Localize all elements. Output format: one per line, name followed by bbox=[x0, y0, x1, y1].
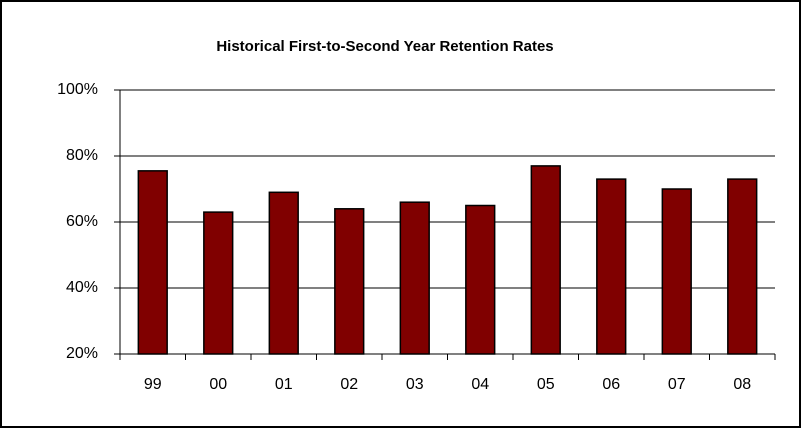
y-tick-label: 60% bbox=[66, 213, 98, 230]
bar bbox=[203, 211, 234, 355]
bar bbox=[137, 170, 168, 355]
bar bbox=[530, 165, 561, 355]
x-tick-label: 07 bbox=[668, 376, 686, 393]
x-tick-label: 08 bbox=[733, 376, 751, 393]
bar bbox=[465, 204, 496, 355]
y-tick-label: 100% bbox=[57, 81, 98, 98]
bar bbox=[399, 201, 430, 355]
bar bbox=[661, 188, 692, 355]
chart-title: Historical First-to-Second Year Retentio… bbox=[216, 38, 553, 55]
x-tick-label: 01 bbox=[275, 376, 293, 393]
y-tick-label: 20% bbox=[66, 345, 98, 362]
y-tick-label: 80% bbox=[66, 147, 98, 164]
bar bbox=[727, 178, 758, 355]
x-tick-label: 04 bbox=[471, 376, 489, 393]
x-tick-label: 03 bbox=[406, 376, 424, 393]
x-tick-label: 00 bbox=[209, 376, 227, 393]
x-tick-label: 06 bbox=[602, 376, 620, 393]
x-tick-label: 05 bbox=[537, 376, 555, 393]
x-tick-label: 99 bbox=[144, 376, 162, 393]
y-tick-label: 40% bbox=[66, 279, 98, 296]
bar bbox=[596, 178, 627, 355]
bar bbox=[334, 208, 365, 355]
x-tick-label: 02 bbox=[340, 376, 358, 393]
bar bbox=[268, 191, 299, 355]
